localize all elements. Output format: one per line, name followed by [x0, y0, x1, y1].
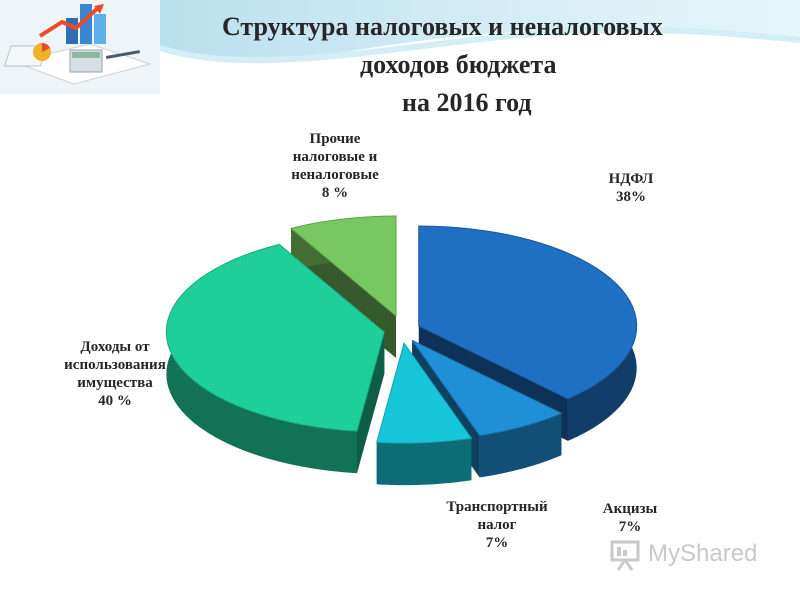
slice-name-ndfl: НДФЛ — [608, 171, 654, 187]
slice-value-akcizy: 7% — [618, 519, 642, 535]
slice-top-ndfl — [418, 225, 638, 400]
slice-name-imushchestvo-2: использования — [64, 357, 166, 373]
slice-name-transport-2: налог — [477, 517, 517, 533]
slice-name-prochie-2: налоговые и — [292, 149, 378, 165]
slice-value-imushchestvo: 40 % — [98, 393, 132, 409]
pie-slice-imushchestvo — [165, 243, 385, 474]
slide-title-line-2: доходов бюджета — [360, 50, 557, 79]
slice-name-prochie-3: неналоговые — [291, 167, 379, 183]
slide-title-line-3: на 2016 год — [402, 88, 532, 117]
slide-title-line-1: Структура налоговых и неналоговых — [222, 12, 663, 41]
slice-top-transport — [376, 341, 473, 444]
slice-top-imushchestvo — [165, 243, 385, 432]
slice-wall-akcizy — [479, 413, 562, 478]
slice-value-transport: 7% — [485, 535, 509, 551]
slice-label-prochie: Прочие налоговые и неналоговые 8 % — [262, 130, 408, 202]
slice-label-transport: Транспортный налог 7% — [424, 498, 570, 552]
pie-slice-transport — [376, 341, 473, 486]
slice-name-prochie-1: Прочие — [309, 131, 361, 147]
slice-label-imushchestvo: Доходы от использования имущества 40 % — [32, 338, 198, 410]
slice-wall-transport — [376, 438, 472, 486]
watermark: MyShared — [608, 538, 768, 572]
slice-top-akcizy — [411, 339, 563, 436]
slice-name-imushchestvo-3: имущества — [77, 375, 153, 391]
slice-label-ndfl: НДФЛ 38% — [596, 170, 666, 206]
budget-illustration-icon — [0, 0, 160, 94]
slice-value-prochie: 8 % — [321, 185, 349, 201]
presentation-board-icon — [610, 540, 640, 571]
slice-name-imushchestvo-1: Доходы от — [80, 339, 150, 355]
slice-name-transport-1: Транспортный — [446, 499, 548, 515]
slice-top-prochie — [289, 215, 397, 318]
slice-value-ndfl: 38% — [616, 189, 646, 205]
watermark-text: MyShared — [648, 540, 758, 567]
slice-label-akcizy: Акцизы 7% — [590, 500, 670, 536]
slice-name-akcizy: Акцизы — [602, 501, 658, 517]
